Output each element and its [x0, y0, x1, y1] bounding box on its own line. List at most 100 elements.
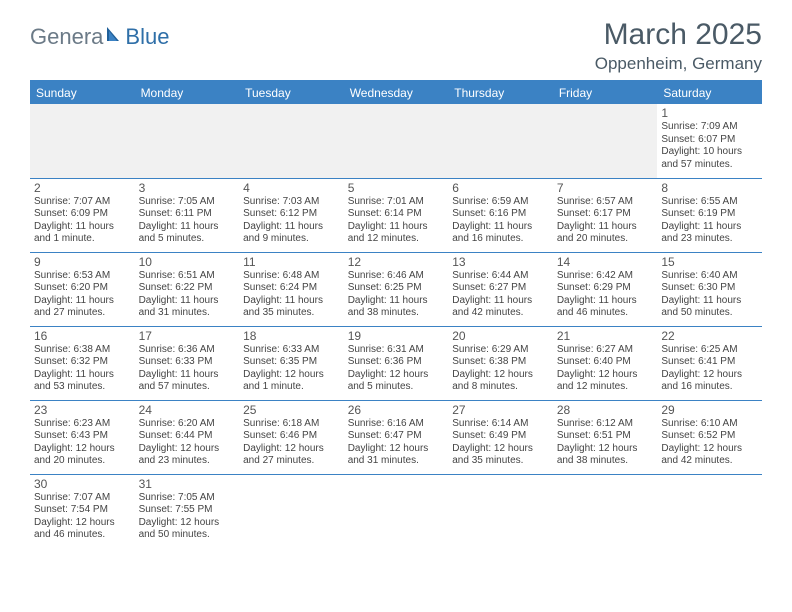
- calendar-cell: [553, 474, 658, 548]
- day-number: 17: [139, 329, 236, 343]
- calendar-cell: 17Sunrise: 6:36 AMSunset: 6:33 PMDayligh…: [135, 326, 240, 400]
- calendar-cell: [239, 104, 344, 178]
- day-info: Sunrise: 6:46 AMSunset: 6:25 PMDaylight:…: [348, 270, 445, 320]
- sunset-text: Sunset: 6:16 PM: [452, 208, 549, 221]
- daylight-text: Daylight: 11 hours and 38 minutes.: [348, 295, 445, 320]
- sunset-text: Sunset: 6:19 PM: [661, 208, 758, 221]
- day-number: 1: [661, 106, 758, 120]
- calendar-cell: 27Sunrise: 6:14 AMSunset: 6:49 PMDayligh…: [448, 400, 553, 474]
- sunset-text: Sunset: 6:40 PM: [557, 356, 654, 369]
- day-info: Sunrise: 6:42 AMSunset: 6:29 PMDaylight:…: [557, 270, 654, 320]
- sunset-text: Sunset: 6:44 PM: [139, 430, 236, 443]
- daylight-text: Daylight: 11 hours and 35 minutes.: [243, 295, 340, 320]
- sunset-text: Sunset: 6:17 PM: [557, 208, 654, 221]
- day-info: Sunrise: 6:36 AMSunset: 6:33 PMDaylight:…: [139, 344, 236, 394]
- day-number: 3: [139, 181, 236, 195]
- day-number: 2: [34, 181, 131, 195]
- calendar-row: 30Sunrise: 7:07 AMSunset: 7:54 PMDayligh…: [30, 474, 762, 548]
- daylight-text: Daylight: 11 hours and 9 minutes.: [243, 221, 340, 246]
- sunset-text: Sunset: 6:07 PM: [661, 134, 758, 147]
- sunrise-text: Sunrise: 6:14 AM: [452, 418, 549, 431]
- sunrise-text: Sunrise: 6:10 AM: [661, 418, 758, 431]
- daylight-text: Daylight: 12 hours and 46 minutes.: [34, 517, 131, 542]
- day-number: 19: [348, 329, 445, 343]
- sunset-text: Sunset: 6:32 PM: [34, 356, 131, 369]
- sunset-text: Sunset: 6:38 PM: [452, 356, 549, 369]
- calendar-cell: 12Sunrise: 6:46 AMSunset: 6:25 PMDayligh…: [344, 252, 449, 326]
- sunset-text: Sunset: 6:12 PM: [243, 208, 340, 221]
- calendar-cell: 7Sunrise: 6:57 AMSunset: 6:17 PMDaylight…: [553, 178, 658, 252]
- calendar-cell: 11Sunrise: 6:48 AMSunset: 6:24 PMDayligh…: [239, 252, 344, 326]
- sunrise-text: Sunrise: 6:36 AM: [139, 344, 236, 357]
- calendar-row: 16Sunrise: 6:38 AMSunset: 6:32 PMDayligh…: [30, 326, 762, 400]
- daylight-text: Daylight: 11 hours and 27 minutes.: [34, 295, 131, 320]
- sunset-text: Sunset: 6:20 PM: [34, 282, 131, 295]
- daylight-text: Daylight: 12 hours and 16 minutes.: [661, 369, 758, 394]
- calendar-cell: 28Sunrise: 6:12 AMSunset: 6:51 PMDayligh…: [553, 400, 658, 474]
- calendar-cell: 14Sunrise: 6:42 AMSunset: 6:29 PMDayligh…: [553, 252, 658, 326]
- day-info: Sunrise: 6:57 AMSunset: 6:17 PMDaylight:…: [557, 196, 654, 246]
- sunset-text: Sunset: 6:30 PM: [661, 282, 758, 295]
- daylight-text: Daylight: 12 hours and 5 minutes.: [348, 369, 445, 394]
- day-number: 31: [139, 477, 236, 491]
- day-info: Sunrise: 6:40 AMSunset: 6:30 PMDaylight:…: [661, 270, 758, 320]
- daylight-text: Daylight: 12 hours and 42 minutes.: [661, 443, 758, 468]
- calendar-cell: [448, 474, 553, 548]
- daylight-text: Daylight: 11 hours and 23 minutes.: [661, 221, 758, 246]
- day-number: 24: [139, 403, 236, 417]
- day-number: 13: [452, 255, 549, 269]
- day-number: 10: [139, 255, 236, 269]
- calendar-cell: 19Sunrise: 6:31 AMSunset: 6:36 PMDayligh…: [344, 326, 449, 400]
- calendar-cell: 16Sunrise: 6:38 AMSunset: 6:32 PMDayligh…: [30, 326, 135, 400]
- daylight-text: Daylight: 12 hours and 50 minutes.: [139, 517, 236, 542]
- calendar-cell: 26Sunrise: 6:16 AMSunset: 6:47 PMDayligh…: [344, 400, 449, 474]
- daylight-text: Daylight: 11 hours and 20 minutes.: [557, 221, 654, 246]
- calendar-cell: [553, 104, 658, 178]
- calendar-row: 23Sunrise: 6:23 AMSunset: 6:43 PMDayligh…: [30, 400, 762, 474]
- day-number: 27: [452, 403, 549, 417]
- sunrise-text: Sunrise: 7:07 AM: [34, 492, 131, 505]
- location-label: Oppenheim, Germany: [595, 54, 762, 74]
- day-number: 21: [557, 329, 654, 343]
- day-info: Sunrise: 6:53 AMSunset: 6:20 PMDaylight:…: [34, 270, 131, 320]
- day-header: Thursday: [448, 82, 553, 104]
- sunset-text: Sunset: 6:51 PM: [557, 430, 654, 443]
- day-info: Sunrise: 6:38 AMSunset: 6:32 PMDaylight:…: [34, 344, 131, 394]
- calendar-table: SundayMondayTuesdayWednesdayThursdayFrid…: [30, 82, 762, 548]
- day-info: Sunrise: 6:16 AMSunset: 6:47 PMDaylight:…: [348, 418, 445, 468]
- day-number: 8: [661, 181, 758, 195]
- calendar-cell: 25Sunrise: 6:18 AMSunset: 6:46 PMDayligh…: [239, 400, 344, 474]
- day-number: 6: [452, 181, 549, 195]
- day-info: Sunrise: 6:23 AMSunset: 6:43 PMDaylight:…: [34, 418, 131, 468]
- calendar-cell: [30, 104, 135, 178]
- calendar-cell: [657, 474, 762, 548]
- sunrise-text: Sunrise: 6:27 AM: [557, 344, 654, 357]
- logo: Genera Blue: [30, 24, 169, 50]
- day-header: Monday: [135, 82, 240, 104]
- calendar-cell: 1Sunrise: 7:09 AMSunset: 6:07 PMDaylight…: [657, 104, 762, 178]
- day-number: 12: [348, 255, 445, 269]
- day-info: Sunrise: 6:51 AMSunset: 6:22 PMDaylight:…: [139, 270, 236, 320]
- daylight-text: Daylight: 11 hours and 50 minutes.: [661, 295, 758, 320]
- day-header: Friday: [553, 82, 658, 104]
- sunrise-text: Sunrise: 6:16 AM: [348, 418, 445, 431]
- day-number: 28: [557, 403, 654, 417]
- day-number: 23: [34, 403, 131, 417]
- sunrise-text: Sunrise: 6:44 AM: [452, 270, 549, 283]
- sunset-text: Sunset: 6:11 PM: [139, 208, 236, 221]
- daylight-text: Daylight: 11 hours and 42 minutes.: [452, 295, 549, 320]
- day-header: Saturday: [657, 82, 762, 104]
- day-info: Sunrise: 7:01 AMSunset: 6:14 PMDaylight:…: [348, 196, 445, 246]
- daylight-text: Daylight: 11 hours and 16 minutes.: [452, 221, 549, 246]
- sunrise-text: Sunrise: 6:25 AM: [661, 344, 758, 357]
- sunset-text: Sunset: 6:33 PM: [139, 356, 236, 369]
- calendar-cell: 4Sunrise: 7:03 AMSunset: 6:12 PMDaylight…: [239, 178, 344, 252]
- day-info: Sunrise: 7:09 AMSunset: 6:07 PMDaylight:…: [661, 121, 758, 171]
- page-title: March 2025: [595, 18, 762, 52]
- calendar-cell: 30Sunrise: 7:07 AMSunset: 7:54 PMDayligh…: [30, 474, 135, 548]
- calendar-cell: 3Sunrise: 7:05 AMSunset: 6:11 PMDaylight…: [135, 178, 240, 252]
- daylight-text: Daylight: 12 hours and 1 minute.: [243, 369, 340, 394]
- sunset-text: Sunset: 6:09 PM: [34, 208, 131, 221]
- day-info: Sunrise: 6:25 AMSunset: 6:41 PMDaylight:…: [661, 344, 758, 394]
- day-number: 22: [661, 329, 758, 343]
